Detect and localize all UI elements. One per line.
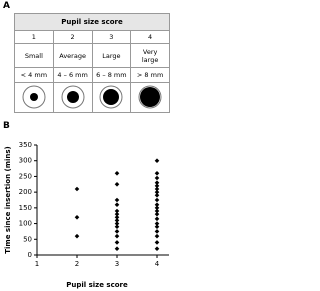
point: [114, 181, 120, 187]
pupil-icon: [61, 85, 85, 108]
point: [154, 216, 160, 222]
description: Average: [52, 43, 93, 68]
point: [154, 189, 160, 195]
pupil-icon: [99, 85, 123, 108]
description: Large: [91, 43, 132, 68]
x-tick-label: 1: [35, 260, 39, 268]
x-tick-label: 4: [155, 260, 160, 268]
pupil-icon: [138, 85, 162, 108]
point: [154, 229, 160, 234]
y-tick-label: 250: [19, 172, 32, 180]
description: Very large: [130, 43, 170, 68]
y-tick-label: 350: [19, 141, 32, 149]
size: < 4 mm: [14, 67, 54, 83]
point: [154, 197, 160, 203]
point: [154, 208, 160, 214]
chart: Time since insertion (mins) Pupil size s…: [4, 141, 169, 289]
point: [114, 208, 120, 214]
point: [114, 224, 120, 230]
panel-label: B: [3, 121, 10, 131]
point: [154, 246, 160, 252]
point: [74, 214, 80, 220]
y-tick-label: 150: [19, 204, 32, 212]
pupil-icon: [22, 85, 46, 108]
table-header: Pupil size score: [14, 13, 170, 31]
point: [154, 180, 160, 186]
score: 1: [14, 30, 54, 44]
point: [114, 202, 120, 208]
point: [154, 233, 160, 239]
y-tick-label: 100: [19, 220, 32, 228]
point: [154, 175, 160, 181]
point: [114, 211, 120, 217]
y-axis-label: Time since insertion (mins): [4, 146, 12, 254]
point: [114, 170, 120, 176]
point: [114, 229, 120, 234]
y-tick-label: 0: [28, 251, 32, 259]
size: 6 – 8 mm: [91, 67, 132, 83]
x-tick-label: 2: [75, 260, 79, 268]
point: [74, 233, 80, 239]
point: [114, 233, 120, 239]
point: [74, 186, 80, 192]
score: 2: [52, 30, 93, 44]
panel-label: A: [3, 1, 10, 11]
point: [154, 205, 160, 211]
score: 4: [130, 30, 170, 44]
point: [154, 211, 160, 217]
point: [154, 170, 160, 176]
point: [154, 183, 160, 189]
size: 4 – 6 mm: [52, 67, 93, 83]
point: [114, 240, 120, 245]
size: > 8 mm: [130, 67, 170, 83]
point: [154, 224, 160, 230]
y-tick-label: 300: [19, 157, 32, 165]
x-tick-label: 3: [115, 260, 119, 268]
score: 3: [91, 30, 132, 44]
point: [154, 240, 160, 245]
point: [154, 192, 160, 198]
y-tick-label: 50: [23, 235, 32, 243]
description: Small: [14, 43, 54, 68]
point: [114, 197, 120, 203]
x-axis-label: Pupil size score: [66, 281, 128, 289]
y-tick-label: 200: [19, 188, 32, 196]
point: [154, 158, 160, 164]
point: [114, 246, 120, 252]
point: [154, 186, 160, 192]
